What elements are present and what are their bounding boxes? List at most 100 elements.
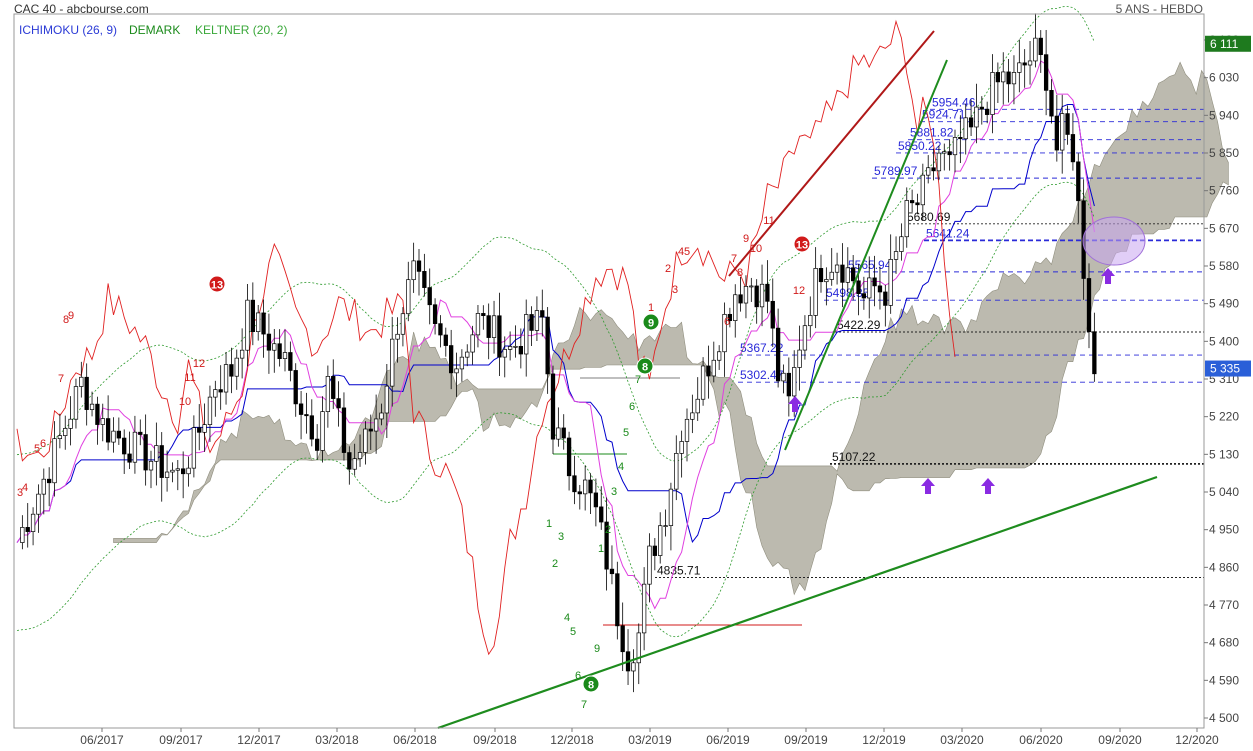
candle-down: [572, 475, 577, 493]
candle-up: [170, 469, 175, 473]
level-label: 5954.46: [932, 95, 976, 109]
candle-up: [690, 412, 695, 420]
candle-down: [293, 370, 298, 405]
demark-label: 9: [648, 318, 654, 330]
candle-down: [540, 310, 545, 318]
candle-up: [942, 151, 947, 154]
candle-up: [491, 315, 497, 338]
x-tick-label: 09/2017: [159, 733, 203, 747]
candle-down: [909, 200, 915, 204]
candle-up: [722, 313, 727, 353]
candle-up: [373, 418, 379, 432]
candle-up: [459, 356, 465, 370]
candle-up: [834, 264, 840, 273]
demark-label: 3: [17, 487, 23, 499]
candle-down: [995, 72, 1001, 83]
candle-down: [1065, 113, 1070, 135]
candle-down: [968, 117, 974, 128]
candle-up: [679, 441, 684, 454]
candle-down: [261, 312, 266, 335]
demark-label: 4: [678, 246, 684, 258]
candle-down: [427, 287, 432, 306]
candle-up: [325, 376, 331, 412]
legend: ICHIMOKU (26, 9) DEMARK KELTNER (20, 2): [19, 23, 287, 37]
candle-down: [877, 285, 883, 293]
candle-up: [743, 286, 749, 304]
uptrend-support-line: [784, 59, 948, 451]
candle-up: [207, 396, 213, 425]
y-tick-label: 5 130: [1209, 447, 1239, 461]
candle-down: [615, 573, 620, 627]
candle-down: [609, 568, 615, 575]
x-tick-label: 06/2019: [706, 733, 750, 747]
candle-down: [438, 323, 443, 336]
chikou-line: [16, 19, 956, 656]
candle-up: [390, 338, 395, 387]
candle-down: [250, 299, 255, 332]
candle-up: [272, 343, 277, 351]
candle-up: [695, 398, 700, 414]
candle-up: [534, 310, 540, 331]
candle-up: [674, 453, 679, 490]
candle-up: [974, 106, 979, 128]
candle-up: [808, 315, 813, 327]
trend-lines: [437, 30, 1158, 730]
demark-label: 8: [588, 680, 594, 692]
candle-up: [41, 478, 46, 495]
level-label: 5565.94: [848, 258, 892, 272]
candle-down: [1092, 331, 1097, 375]
y-tick-label: 6 030: [1209, 71, 1239, 85]
candle-down: [958, 137, 963, 140]
candle-up: [1001, 71, 1006, 83]
candle-down: [840, 264, 845, 283]
candle-down: [770, 300, 775, 329]
demark-label: 6: [629, 401, 635, 413]
keltner-upper-line: [16, 6, 1095, 462]
price-box-label: 5 335: [1210, 362, 1240, 376]
candle-down: [84, 376, 89, 410]
candle-down: [518, 345, 523, 355]
demark-label: 11: [184, 372, 195, 384]
candle-down: [416, 260, 422, 272]
indicator-lines: [16, 6, 1095, 656]
x-tick-label: 06/2020: [1019, 733, 1063, 747]
candle-up: [733, 294, 738, 321]
candle-down: [818, 268, 824, 283]
candle-down: [861, 293, 867, 299]
candle-up: [475, 313, 481, 336]
candle-down: [985, 108, 990, 115]
candle-down: [298, 403, 304, 415]
candle-down: [1070, 134, 1076, 163]
candle-down: [309, 415, 314, 440]
kijun-line: [16, 104, 1095, 543]
candle-down: [979, 106, 984, 110]
candle-down: [786, 372, 791, 397]
candle-up: [186, 467, 191, 475]
candle-up: [583, 479, 588, 495]
level-label: 5850.22: [898, 139, 942, 153]
level-label: 4835.71: [657, 563, 701, 577]
candle-up: [1017, 62, 1022, 73]
long-term-support-line: [437, 475, 1158, 730]
candle-down: [872, 277, 877, 287]
demark-label: 13: [796, 240, 808, 252]
level-label: 5422.29: [837, 318, 881, 332]
price-box-label: 6 111: [1210, 37, 1239, 51]
x-tick-label: 03/2019: [628, 733, 672, 747]
candle-up: [888, 258, 893, 306]
demark-label: 7: [58, 373, 64, 385]
candle-up: [352, 458, 357, 470]
candle-up: [926, 167, 931, 176]
candle-up: [154, 445, 159, 462]
demark-label: 2: [552, 558, 558, 570]
candle-up: [202, 424, 207, 433]
candle-up: [57, 435, 63, 440]
candlesticks: [20, 13, 1097, 693]
candle-up: [411, 260, 416, 281]
candle-down: [620, 625, 625, 653]
candle-up: [792, 367, 797, 397]
demark-label: 12: [193, 358, 205, 370]
candle-up: [845, 267, 850, 283]
